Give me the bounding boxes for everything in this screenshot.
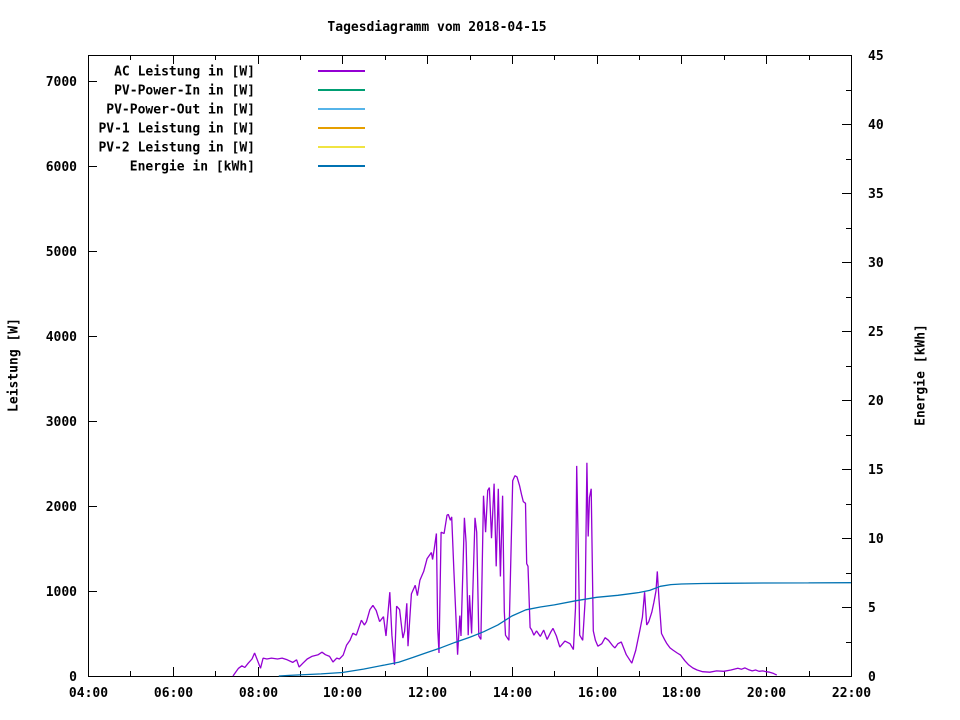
y2-tick-label: 40 <box>868 118 884 133</box>
y2-tick-label: 25 <box>868 325 884 340</box>
legend-label: PV-Power-In in [W] <box>114 84 255 99</box>
x-tick-label: 18:00 <box>662 686 701 701</box>
y-axis-label-left: Leistung [W] <box>6 318 22 412</box>
y-axis-label-right: Energie [kWh] <box>913 324 929 426</box>
y2-tick-label: 45 <box>868 49 884 64</box>
y2-tick-label: 0 <box>868 670 876 685</box>
legend-label: PV-1 Leistung in [W] <box>98 122 255 137</box>
legend-label: PV-2 Leistung in [W] <box>98 141 255 156</box>
x-tick-label: 08:00 <box>239 686 278 701</box>
legend-label: Energie in [kWh] <box>130 160 255 175</box>
series-line-ac-leistung-in-w- <box>232 462 778 677</box>
x-tick-label: 22:00 <box>832 686 871 701</box>
series-line-energie-in-kwh- <box>278 582 852 677</box>
y2-tick-label: 30 <box>868 256 884 271</box>
y2-tick-label: 10 <box>868 532 884 547</box>
y1-tick-label: 4000 <box>46 330 77 345</box>
y2-tick-label: 35 <box>868 187 884 202</box>
legend-label: AC Leistung in [W] <box>114 65 255 80</box>
x-tick-label: 06:00 <box>154 686 193 701</box>
y2-tick-label: 20 <box>868 394 884 409</box>
x-tick-label: 04:00 <box>69 686 108 701</box>
x-tick-label: 20:00 <box>747 686 786 701</box>
y1-tick-label: 2000 <box>46 500 77 515</box>
y1-tick-label: 1000 <box>46 585 77 600</box>
x-tick-label: 14:00 <box>493 686 532 701</box>
y1-tick-label: 6000 <box>46 160 77 175</box>
y1-tick-label: 0 <box>69 670 77 685</box>
chart-title: Tagesdiagramm vom 2018-04-15 <box>327 20 547 35</box>
x-tick-label: 12:00 <box>408 686 447 701</box>
x-tick-label: 16:00 <box>578 686 617 701</box>
y1-tick-label: 3000 <box>46 415 77 430</box>
y2-tick-label: 15 <box>868 463 884 478</box>
y2-tick-label: 5 <box>868 601 876 616</box>
x-tick-label: 10:00 <box>323 686 362 701</box>
legend-label: PV-Power-Out in [W] <box>106 103 255 118</box>
y1-tick-label: 5000 <box>46 245 77 260</box>
y1-tick-label: 7000 <box>46 75 77 90</box>
